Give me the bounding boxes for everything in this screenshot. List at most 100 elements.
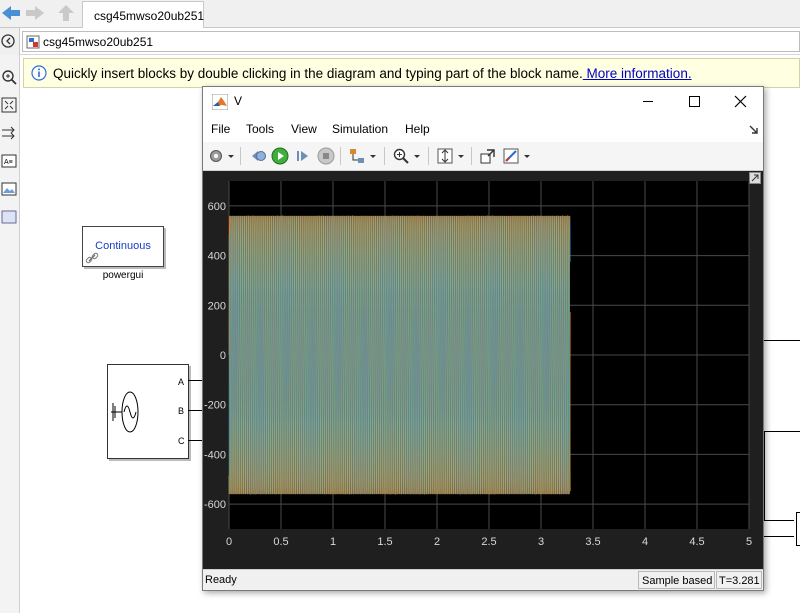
link-icon: [85, 252, 99, 264]
image-icon[interactable]: [1, 181, 17, 197]
signal-line-right-1: [764, 340, 800, 341]
three-phase-source-block[interactable]: A B C: [107, 364, 189, 459]
menu-file[interactable]: File: [211, 122, 231, 136]
powergui-label: powergui: [102, 270, 144, 281]
port-label-a: A: [178, 377, 185, 387]
toolbar-separator: [240, 147, 241, 165]
address-bar-toggle[interactable]: [0, 28, 20, 55]
dropdown-arrow-icon[interactable]: [227, 147, 235, 165]
up-arrow-icon[interactable]: [55, 3, 77, 23]
scope-toolbar: [203, 142, 763, 171]
signal-line-right-2: [764, 431, 800, 432]
menu-simulation[interactable]: Simulation: [332, 122, 389, 136]
status-sim-time: T=3.281: [716, 571, 762, 589]
powergui-mode-text: Continuous: [95, 240, 151, 252]
dropdown-arrow-icon[interactable]: [369, 147, 377, 165]
y-axis-ticks: 600 400 200 0 -200 -400 -600: [204, 201, 226, 511]
signal-line-c: [188, 440, 202, 441]
signal-line-a: [188, 380, 202, 381]
x-tick-label: 1.5: [377, 536, 392, 548]
scope-title: V: [234, 94, 243, 108]
y-tick-label: -600: [204, 499, 226, 511]
highlight-block-icon[interactable]: [479, 147, 497, 165]
palette: A≡: [0, 55, 20, 613]
scope-plot[interactable]: 600 400 200 0 -200 -400 -600 0 0.5 1 1.5 2 2.5 3 3.5 4…: [203, 171, 763, 569]
scope-window[interactable]: V File Tools View Simulation Help: [202, 86, 764, 591]
dropdown-arrow-icon[interactable]: [413, 147, 421, 165]
signal-line-right-3: [764, 520, 794, 521]
x-tick-label: 4: [642, 536, 648, 548]
info-banner: Quickly insert blocks by double clicking…: [23, 58, 800, 88]
scope-plot-panel[interactable]: 600 400 200 0 -200 -400 -600 0 0.5 1 1.5 2 2.5 3 3.5 4…: [203, 171, 763, 569]
port-label-b: B: [178, 406, 185, 416]
svg-text:A≡: A≡: [4, 159, 13, 166]
address-bar: csg45mwso20ub251: [0, 28, 800, 55]
trace-series-3: [228, 214, 571, 496]
breadcrumb-path[interactable]: csg45mwso20ub251: [43, 35, 154, 49]
signal-line-right-vertical: [764, 431, 765, 521]
stop-icon[interactable]: [317, 147, 335, 165]
tab-bar: csg45mwso20ub251: [0, 0, 800, 28]
undock-plot-icon[interactable]: [749, 172, 761, 184]
status-ready: Ready: [205, 574, 237, 586]
run-icon[interactable]: [271, 147, 289, 165]
x-tick-label: 2: [434, 536, 440, 548]
y-tick-label: -400: [204, 449, 226, 461]
step-back-icon[interactable]: [249, 147, 267, 165]
style-icon[interactable]: [502, 147, 520, 165]
toolbar-separator: [471, 147, 472, 165]
annotation-icon[interactable]: A≡: [1, 153, 17, 169]
zoom-in-icon[interactable]: [392, 147, 410, 165]
menu-tools[interactable]: Tools: [246, 122, 275, 136]
step-forward-icon[interactable]: [294, 147, 312, 165]
ac-source-icon: [111, 391, 139, 433]
x-tick-label: 0.5: [273, 536, 288, 548]
scope-menubar: File Tools View Simulation Help: [203, 116, 763, 142]
x-tick-label: 3.5: [585, 536, 600, 548]
status-sample-mode: Sample based: [638, 571, 715, 589]
area-icon[interactable]: [1, 209, 17, 225]
menu-help[interactable]: Help: [405, 122, 430, 136]
undock-arrow-icon[interactable]: [748, 124, 760, 136]
dropdown-arrow-icon[interactable]: [523, 147, 531, 165]
breadcrumb[interactable]: csg45mwso20ub251: [22, 31, 800, 52]
port-label-c: C: [178, 436, 185, 446]
minimize-icon[interactable]: [625, 87, 671, 116]
fit-to-view-icon[interactable]: [1, 97, 17, 113]
y-tick-label: -200: [204, 400, 226, 412]
y-tick-label: 200: [208, 300, 226, 312]
signal-selector-icon[interactable]: [348, 147, 366, 165]
settings-gear-icon[interactable]: [207, 147, 225, 165]
partial-block-right[interactable]: [796, 512, 800, 546]
y-tick-label: 0: [220, 350, 226, 362]
more-information-link[interactable]: More information.: [582, 66, 692, 81]
signal-line-b: [188, 410, 202, 411]
x-tick-label: 4.5: [689, 536, 704, 548]
plot-traces: [228, 214, 571, 496]
info-message-text: Quickly insert blocks by double clicking…: [53, 66, 583, 81]
arrows-icon[interactable]: [1, 125, 17, 141]
zoom-icon[interactable]: [1, 69, 17, 85]
close-icon[interactable]: [717, 87, 763, 116]
tab-model[interactable]: csg45mwso20ub251: [82, 1, 204, 28]
info-message: Quickly insert blocks by double clicking…: [53, 66, 692, 81]
x-axis-ticks: 0 0.5 1 1.5 2 2.5 3 3.5 4 4.5 5: [226, 536, 752, 548]
forward-arrow-icon[interactable]: [24, 3, 46, 23]
x-tick-label: 3: [538, 536, 544, 548]
info-icon: [31, 65, 47, 81]
y-tick-label: 400: [208, 251, 226, 263]
matlab-logo-icon: [212, 94, 228, 110]
dropdown-arrow-icon[interactable]: [457, 147, 465, 165]
maximize-icon[interactable]: [671, 87, 717, 116]
powergui-block[interactable]: Continuous: [82, 226, 164, 267]
hide-browser-icon[interactable]: [0, 32, 18, 50]
back-arrow-icon[interactable]: [0, 3, 22, 23]
scale-axes-icon[interactable]: [436, 147, 454, 165]
toolbar-separator: [428, 147, 429, 165]
scope-titlebar[interactable]: V: [203, 87, 763, 116]
menu-view[interactable]: View: [291, 122, 317, 136]
signal-line-right-4: [764, 536, 794, 537]
x-tick-label: 2.5: [481, 536, 496, 548]
x-tick-label: 1: [330, 536, 336, 548]
